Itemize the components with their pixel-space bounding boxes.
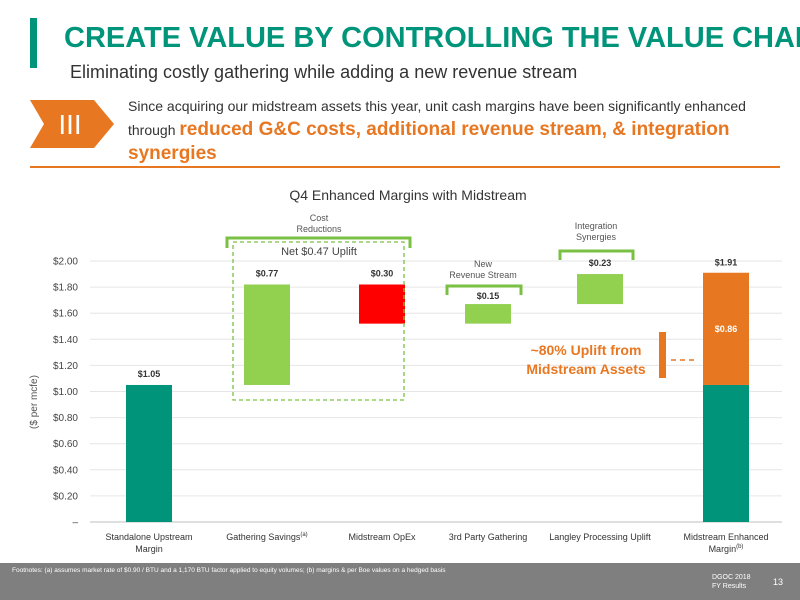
x-tick-label: Gathering Savings(a): [226, 532, 307, 542]
chart-title: Q4 Enhanced Margins with Midstream: [289, 187, 526, 203]
x-tick-label: Langley Processing Uplift: [549, 532, 651, 542]
bar: [359, 284, 405, 324]
bar: [244, 284, 290, 385]
uplift-callout-bar: [659, 332, 666, 378]
bar-value-label: $0.30: [371, 268, 394, 278]
footer-bar: Footnotes: (a) assumes market rate of $0…: [0, 563, 800, 600]
x-axis: Standalone Upstream Margin Gathering Savin…: [105, 532, 768, 554]
x-tick-label-text: 3rd Party Gathering: [449, 532, 528, 542]
net-uplift-label: Net $0.47 Uplift: [281, 246, 357, 258]
y-tick-label: $0.40: [53, 465, 78, 476]
uplift-callout-line-1: ~80% Uplift from: [531, 342, 642, 358]
header-divider: [30, 166, 780, 168]
uplift-callout-line-2: Midstream Assets: [526, 361, 646, 377]
x-tick-label-text: Midstream OpEx: [348, 532, 416, 542]
integration-bracket: [558, 249, 635, 260]
bar: [577, 274, 623, 305]
bar-value-label: $0.23: [589, 258, 612, 268]
x-tick-label: 3rd Party Gathering: [449, 532, 528, 542]
callout-text: Since acquiring our midstream assets thi…: [128, 94, 768, 166]
section-badge-icon: III: [30, 100, 114, 148]
footnote: Footnotes: (a) assumes market rate of $0…: [12, 567, 446, 574]
y-axis: – $0.20 $0.40 $0.60 $0.80 $1.00 $1.20 $1.40 $1.6…: [53, 257, 78, 529]
cost-reductions-label: Reductions: [296, 224, 342, 234]
bar-segment: [703, 384, 749, 522]
y-tick-label: $0.60: [53, 439, 78, 450]
y-tick-label: $1.60: [53, 309, 78, 320]
x-tick-label-superscript: (a): [300, 532, 307, 538]
callout-highlight: reduced G&C costs, additional revenue st…: [128, 119, 730, 164]
bar: [126, 384, 172, 522]
y-tick-label: $0.20: [53, 491, 78, 502]
y-tick-label: $1.40: [53, 335, 78, 346]
y-tick-label: $1.20: [53, 361, 78, 372]
new-revenue-label: Revenue Stream: [449, 270, 517, 280]
x-tick-label: Standalone Upstream: [105, 532, 192, 542]
title-accent-bar: [30, 18, 37, 68]
y-tick-label: $1.80: [53, 283, 78, 294]
bar: [465, 304, 511, 324]
chart-gridlines: [90, 260, 782, 523]
footer-brand-line-1: DGOC 2018: [712, 574, 751, 581]
integration-label: Integration: [575, 221, 618, 231]
new-revenue-bracket: [445, 284, 523, 295]
bar-value-label: $1.05: [138, 369, 161, 379]
page-subtitle: Eliminating costly gathering while addin…: [70, 62, 578, 82]
waterfall-chart: Q4 Enhanced Margins with Midstream – $0.2…: [29, 187, 782, 554]
footer-brand-line-2: FY Results: [712, 583, 747, 590]
y-tick-label: $2.00: [53, 257, 78, 268]
page-title: CREATE VALUE BY CONTROLLING THE VALUE CH…: [64, 22, 800, 54]
x-tick-label: Midstream Enhanced: [683, 532, 768, 542]
x-tick-label-text: Langley Processing Uplift: [549, 532, 651, 542]
x-tick-label-superscript: (b): [736, 544, 743, 550]
chart-bars: $1.05 $0.77 $0.30 $0.15 $0.23 $0.86 $1.91: [126, 258, 749, 522]
footer-brand: DGOC 2018 FY Results: [712, 573, 751, 591]
y-axis-label: ($ per mcfe): [29, 375, 40, 429]
cost-reductions-label: Cost: [310, 213, 329, 223]
x-tick-label-text: Margin: [709, 544, 737, 554]
bar-total-label: $1.91: [715, 258, 738, 268]
y-tick-label: $0.80: [53, 413, 78, 424]
x-tick-label-text: Midstream Enhanced: [683, 532, 768, 542]
y-tick-label: $1.00: [53, 387, 78, 398]
x-tick-label-line-2: Margin(b): [709, 544, 744, 554]
section-badge-label: III: [58, 109, 81, 140]
x-tick-label-text: Margin: [135, 544, 163, 554]
cost-reductions-bracket: [225, 236, 412, 248]
callout-body: Since acquiring our midstream assets thi…: [128, 98, 746, 138]
page-number: 13: [773, 577, 784, 587]
bar-value-label: $0.15: [477, 291, 500, 301]
x-tick-label-text: Standalone Upstream: [105, 532, 192, 542]
bar-value-label: $0.77: [256, 268, 279, 278]
bar-segment: [703, 272, 749, 385]
new-revenue-label: New: [474, 259, 493, 269]
x-tick-label-line-2: Margin: [135, 544, 163, 554]
x-tick-label: Midstream OpEx: [348, 532, 416, 542]
bar-segment-label: $0.86: [715, 324, 738, 334]
x-tick-label-text: Gathering Savings: [226, 532, 301, 542]
net-uplift-box: [232, 241, 405, 401]
y-tick-label: –: [72, 518, 78, 529]
integration-label: Synergies: [576, 232, 617, 242]
